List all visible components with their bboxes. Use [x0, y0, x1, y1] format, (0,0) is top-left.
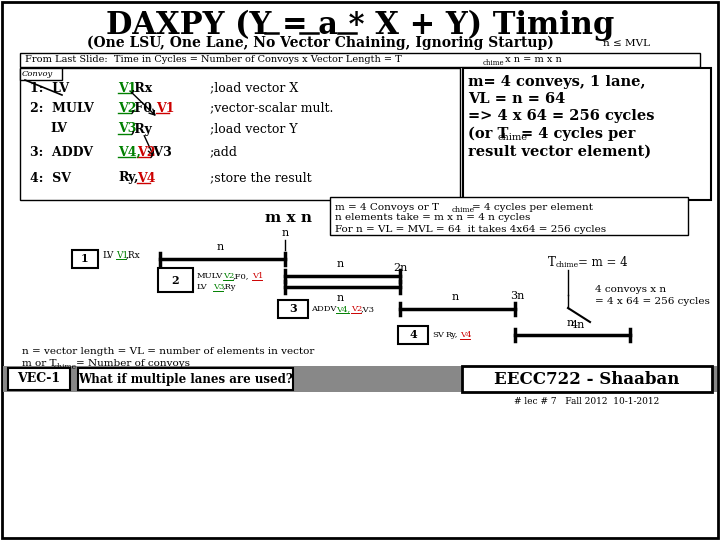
Text: 3: 3: [289, 303, 297, 314]
Text: V4,: V4,: [336, 305, 350, 313]
Text: n: n: [567, 318, 574, 328]
Text: LV: LV: [50, 123, 67, 136]
Text: From Last Slide:  Time in Cycles = Number of Convoys x Vector Length = T: From Last Slide: Time in Cycles = Number…: [25, 56, 402, 64]
Bar: [3, 366, 717, 392]
Text: ;add: ;add: [210, 145, 238, 159]
Text: V2: V2: [118, 102, 137, 114]
Text: chime: chime: [483, 59, 505, 67]
Text: 2:  MULV: 2: MULV: [30, 102, 94, 114]
Bar: [20, 68, 460, 200]
Text: V4: V4: [460, 331, 472, 339]
Text: V4,: V4,: [118, 145, 141, 159]
Bar: [72, 250, 98, 268]
Text: ;load vector Y: ;load vector Y: [210, 123, 297, 136]
Bar: [463, 68, 711, 200]
Text: LV: LV: [102, 251, 113, 260]
Text: 3:  ADDV: 3: ADDV: [30, 145, 93, 159]
Text: n ≤ MVL: n ≤ MVL: [603, 38, 650, 48]
Text: V3: V3: [213, 283, 225, 291]
Text: (One LSU, One Lane, No Vector Chaining, Ignoring Startup): (One LSU, One Lane, No Vector Chaining, …: [86, 36, 554, 50]
Text: 3n: 3n: [510, 291, 524, 301]
Bar: [158, 268, 193, 292]
Text: m x n: m x n: [265, 211, 312, 225]
Text: ,Rx: ,Rx: [131, 82, 153, 94]
Text: n: n: [336, 293, 343, 303]
Text: LV: LV: [197, 283, 207, 291]
Text: ,V3: ,V3: [361, 305, 375, 313]
Bar: [8, 368, 70, 390]
Text: => 4 x 64 = 256 cycles: => 4 x 64 = 256 cycles: [468, 109, 654, 123]
Text: m = 4 Convoys or T: m = 4 Convoys or T: [335, 202, 439, 212]
Text: chime: chime: [54, 363, 77, 371]
Text: What if multiple lanes are used?: What if multiple lanes are used?: [78, 373, 292, 386]
Text: n: n: [451, 292, 459, 302]
Text: n: n: [336, 259, 343, 269]
Text: 2n: 2n: [393, 263, 408, 273]
Text: n elements take = m x n = 4 n cycles: n elements take = m x n = 4 n cycles: [335, 213, 531, 222]
Text: T: T: [548, 255, 556, 268]
Bar: [20, 53, 700, 67]
Bar: [278, 300, 308, 318]
Text: ;load vector X: ;load vector X: [210, 82, 298, 94]
Text: V3: V3: [118, 123, 136, 136]
Text: VL = n = 64: VL = n = 64: [468, 92, 565, 106]
Text: 2: 2: [171, 274, 179, 286]
Text: = 4 cycles per: = 4 cycles per: [521, 127, 635, 141]
Text: # lec # 7   Fall 2012  10-1-2012: # lec # 7 Fall 2012 10-1-2012: [514, 397, 660, 407]
Text: x n = m x n: x n = m x n: [502, 56, 562, 64]
Text: m= 4 conveys, 1 lane,: m= 4 conveys, 1 lane,: [468, 75, 646, 89]
Text: ;vector-scalar mult.: ;vector-scalar mult.: [210, 102, 333, 114]
Text: 4n: 4n: [571, 320, 585, 330]
Bar: [398, 326, 428, 344]
Text: V2: V2: [351, 305, 362, 313]
Text: n: n: [217, 242, 224, 252]
Text: = 4 cycles per element: = 4 cycles per element: [472, 202, 593, 212]
Text: V1: V1: [252, 272, 264, 280]
Text: chime: chime: [498, 132, 528, 141]
Text: ,Ry: ,Ry: [223, 283, 236, 291]
Text: V1: V1: [156, 102, 174, 114]
Text: 4 convoys x n: 4 convoys x n: [595, 286, 666, 294]
Bar: [78, 368, 293, 390]
Text: = m = 4: = m = 4: [578, 255, 628, 268]
Text: m or T: m or T: [22, 360, 56, 368]
Text: ,F0,: ,F0,: [131, 102, 158, 114]
Text: chime: chime: [452, 206, 475, 214]
Text: Ry,: Ry,: [446, 331, 459, 339]
Bar: [330, 197, 688, 235]
Text: V1: V1: [118, 82, 137, 94]
Text: 4:  SV: 4: SV: [30, 172, 71, 185]
Text: n: n: [282, 228, 289, 238]
Bar: [20, 68, 62, 80]
Text: 1: 1: [81, 253, 89, 265]
Text: ,F0,: ,F0,: [233, 272, 249, 280]
Text: = 4 x 64 = 256 cycles: = 4 x 64 = 256 cycles: [595, 296, 710, 306]
Text: Ry,: Ry,: [118, 172, 138, 185]
Text: SV: SV: [432, 331, 444, 339]
Text: 1:  LV: 1: LV: [30, 82, 69, 94]
Text: For n = VL = MVL = 64  it takes 4x64 = 256 cycles: For n = VL = MVL = 64 it takes 4x64 = 25…: [335, 225, 606, 233]
Text: n = vector length = VL = number of elements in vector: n = vector length = VL = number of eleme…: [22, 348, 315, 356]
Text: V2: V2: [223, 272, 234, 280]
Text: EECC722 - Shaaban: EECC722 - Shaaban: [495, 370, 680, 388]
Text: ADDV: ADDV: [311, 305, 336, 313]
Text: ,V3: ,V3: [150, 145, 173, 159]
Text: VEC-1: VEC-1: [17, 373, 60, 386]
Text: V4: V4: [137, 172, 156, 185]
Text: DAXPY (Y = a * X + Y) Timing: DAXPY (Y = a * X + Y) Timing: [106, 9, 614, 40]
Text: 4: 4: [409, 329, 417, 341]
Text: ,Ry: ,Ry: [131, 123, 153, 136]
Bar: [462, 366, 712, 392]
Text: MULV: MULV: [197, 272, 223, 280]
Text: Convoy: Convoy: [22, 70, 53, 78]
Text: result vector element): result vector element): [468, 145, 651, 159]
Text: ;store the result: ;store the result: [210, 172, 312, 185]
Text: = Number of convoys: = Number of convoys: [76, 360, 190, 368]
Text: V1: V1: [116, 251, 128, 260]
Text: ,Rx: ,Rx: [126, 251, 140, 260]
Text: (or T: (or T: [468, 127, 508, 141]
Text: chime: chime: [556, 261, 579, 269]
Text: V2: V2: [137, 145, 156, 159]
